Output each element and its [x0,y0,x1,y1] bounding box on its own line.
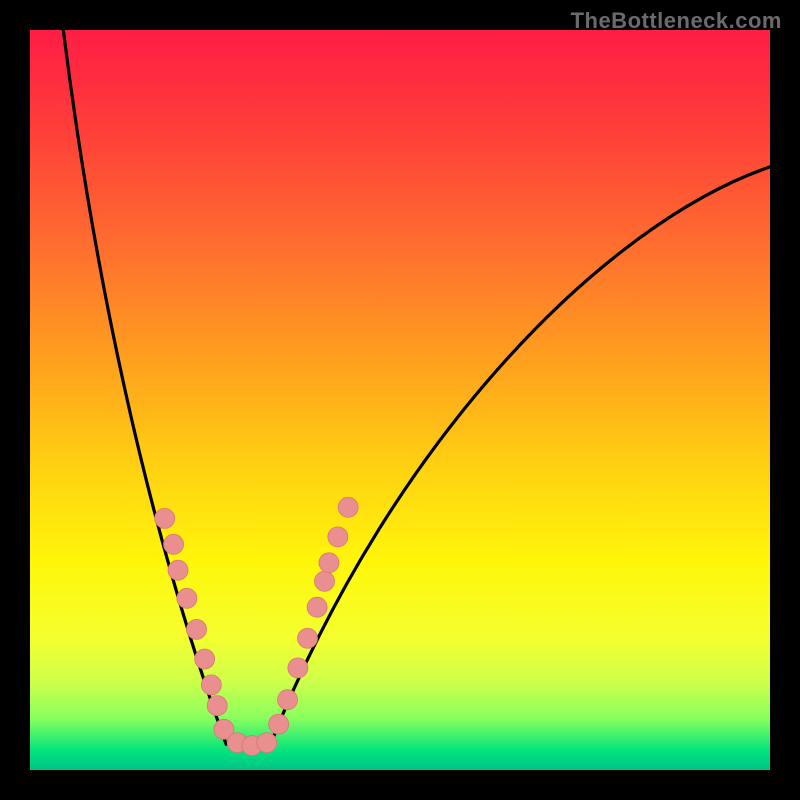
marker-point [315,571,335,591]
marker-point [328,527,348,547]
marker-point [338,497,358,517]
marker-point [307,597,327,617]
marker-point [257,733,277,753]
marker-point [278,690,298,710]
marker-point [201,675,221,695]
marker-point [168,560,188,580]
marker-point [319,553,339,573]
marker-point [177,588,197,608]
marker-point [269,714,289,734]
bottleneck-chart [0,0,800,800]
marker-point [288,658,308,678]
marker-point [187,619,207,639]
plot-background [30,30,770,770]
marker-point [195,649,215,669]
marker-point [155,508,175,528]
marker-point [207,696,227,716]
marker-point [164,534,184,554]
marker-point [298,628,318,648]
